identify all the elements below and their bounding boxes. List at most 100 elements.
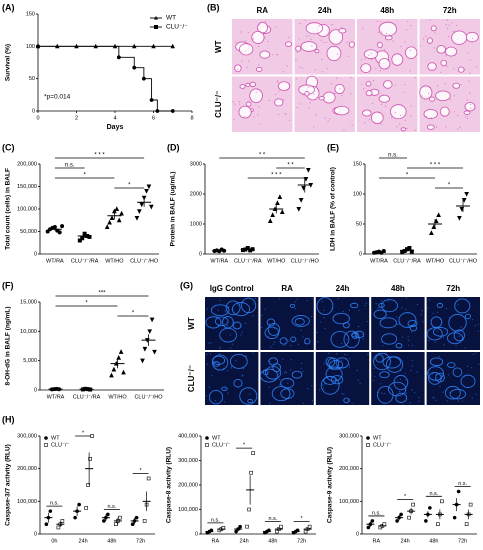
texture <box>335 357 349 369</box>
column-label: 24h <box>336 284 350 293</box>
legend-marker <box>366 436 370 440</box>
y-tick-label: 5,000 <box>23 358 37 364</box>
texture <box>240 334 242 336</box>
texture <box>301 362 303 364</box>
data-point <box>114 206 120 211</box>
micrograph <box>205 352 259 405</box>
x-tick-label: WT/RA <box>46 258 64 264</box>
texture <box>272 343 275 345</box>
y-tick-label: 150,000 <box>17 184 37 190</box>
texture <box>300 329 302 331</box>
x-tick-label: 72h <box>458 538 467 544</box>
data-point <box>77 502 81 507</box>
texture <box>283 372 286 374</box>
texture <box>436 85 439 87</box>
texture <box>453 329 465 342</box>
data-point <box>132 65 137 70</box>
texture <box>238 101 240 103</box>
texture <box>409 70 411 72</box>
column-label: 72h <box>446 284 460 293</box>
data-point <box>452 515 457 520</box>
texture <box>296 51 298 53</box>
data-point <box>118 349 124 354</box>
y-tick-label: 2000 <box>190 191 202 197</box>
texture <box>381 299 398 313</box>
significance-label: * <box>301 516 304 522</box>
texture <box>451 22 453 24</box>
significance-label: n.s. <box>65 163 75 169</box>
significance-label: * <box>132 311 135 317</box>
x-tick-label: WT/HO <box>267 258 286 264</box>
data-point <box>142 346 148 352</box>
row-label: CLU⁻/⁻ <box>187 365 196 392</box>
texture <box>399 114 402 116</box>
texture <box>234 64 242 73</box>
texture <box>305 22 324 35</box>
legend-label: CLU⁻/⁻ <box>51 442 69 448</box>
texture <box>398 391 401 393</box>
texture <box>477 323 479 326</box>
texture <box>211 354 229 371</box>
texture <box>459 126 461 128</box>
texture <box>225 300 241 316</box>
texture <box>427 307 429 309</box>
texture <box>244 40 247 42</box>
x-tick-label: CLU⁻/⁻/RA <box>393 258 421 264</box>
texture <box>247 32 250 34</box>
texture <box>214 316 229 327</box>
texture <box>286 372 288 374</box>
texture <box>371 102 374 104</box>
significance-label: * <box>82 430 85 436</box>
texture <box>410 369 412 372</box>
texture <box>267 360 270 362</box>
texture <box>274 341 276 343</box>
texture <box>460 326 462 328</box>
data-point <box>136 209 142 214</box>
y-tick-label: 100 <box>26 44 35 50</box>
texture <box>379 361 382 363</box>
texture <box>445 55 447 57</box>
y-tick-label: 100,000 <box>339 499 359 505</box>
data-point <box>109 215 115 220</box>
y-tick-label: 400,000 <box>178 433 198 439</box>
texture <box>277 81 279 83</box>
y-axis-label: Caspase-8 activity (RLU) <box>166 447 173 523</box>
texture <box>463 375 466 377</box>
texture <box>334 105 350 116</box>
texture <box>343 393 345 395</box>
texture <box>436 330 438 332</box>
texture <box>231 343 233 345</box>
texture <box>448 24 450 26</box>
texture <box>327 120 329 122</box>
data-point <box>457 216 462 221</box>
texture <box>238 105 252 119</box>
texture <box>414 129 416 131</box>
texture <box>258 24 260 26</box>
texture <box>404 41 406 43</box>
texture <box>457 66 465 73</box>
y-tick-label: 10,000 <box>20 329 37 335</box>
texture <box>205 394 207 397</box>
texture <box>445 24 447 26</box>
data-point <box>140 358 145 364</box>
texture <box>328 29 344 45</box>
texture <box>321 58 323 61</box>
texture <box>418 400 420 402</box>
texture <box>318 96 325 101</box>
texture <box>361 109 372 117</box>
data-point <box>155 109 160 113</box>
texture <box>247 398 253 404</box>
y-tick-label: 100,000 <box>178 507 198 513</box>
texture <box>363 88 365 90</box>
texture <box>300 367 302 369</box>
data-point <box>440 499 444 504</box>
x-tick-label: CLU⁻/⁻/HO <box>130 258 159 264</box>
texture <box>355 337 358 339</box>
texture <box>245 82 251 87</box>
texture <box>380 123 382 125</box>
texture <box>426 124 435 130</box>
y-tick-label: 100,000 <box>17 206 37 212</box>
data-point <box>87 234 92 239</box>
texture <box>251 38 253 40</box>
texture <box>449 388 467 400</box>
